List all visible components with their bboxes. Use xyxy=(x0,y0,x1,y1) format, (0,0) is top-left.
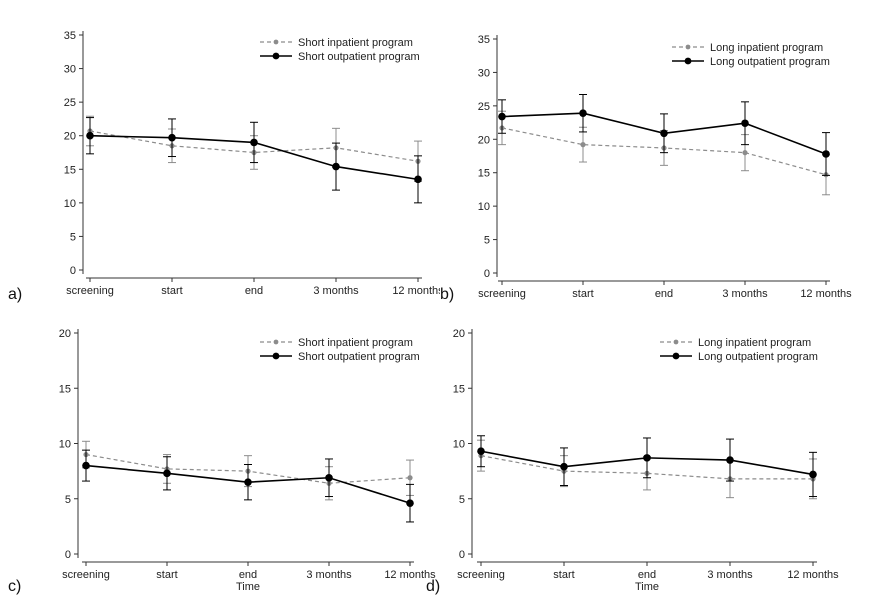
x-tick-label: 3 months xyxy=(707,569,753,581)
x-tick-label: start xyxy=(156,569,177,581)
y-tick-label: 5 xyxy=(484,235,490,247)
data-point xyxy=(477,447,485,456)
x-tick-label: 12 months xyxy=(800,288,852,300)
x-tick-label: 12 months xyxy=(384,569,436,581)
legend-label: Short outpatient program xyxy=(298,51,420,63)
data-point xyxy=(406,499,414,507)
data-point xyxy=(560,462,568,471)
chart-panel-c: 0 5 10 15 20 screening start end 3 months 12 mont… xyxy=(59,328,436,593)
x-tick-label: 12 months xyxy=(787,569,839,581)
legend-marker xyxy=(272,352,280,360)
x-tick-label: start xyxy=(572,288,593,300)
x-tick-label: 3 months xyxy=(722,288,768,300)
data-point xyxy=(643,454,651,462)
y-tick-label: 10 xyxy=(59,439,71,451)
data-point xyxy=(82,461,90,470)
legend-marker xyxy=(684,57,692,65)
legend-marker xyxy=(685,44,691,50)
chart-panel-d: 0 5 10 15 20 screening start end 3 months 12 mont… xyxy=(453,328,839,593)
series-line-inpatient xyxy=(480,455,813,480)
data-point xyxy=(250,138,258,147)
data-point xyxy=(580,142,586,148)
x-tick-label: end xyxy=(638,569,656,581)
chart-panel-b: 0 5 10 15 20 25 30 35 screening start end 3 months 1… xyxy=(478,34,852,300)
y-tick-label: 20 xyxy=(59,328,71,340)
data-point xyxy=(579,109,587,118)
y-tick-label: 0 xyxy=(459,549,465,561)
data-point xyxy=(86,131,94,140)
y-tick-label: 20 xyxy=(453,328,465,340)
x-tick-label: end xyxy=(239,569,257,581)
data-point xyxy=(407,475,413,481)
y-tick-label: 20 xyxy=(478,134,490,146)
y-tick-label: 35 xyxy=(64,30,76,42)
y-tick-label: 15 xyxy=(64,164,76,176)
legend-label: Long inpatient program xyxy=(710,42,823,54)
legend-marker xyxy=(273,39,279,45)
x-tick-label: end xyxy=(655,288,673,300)
y-tick-label: 15 xyxy=(453,383,465,395)
legend-label: Long outpatient program xyxy=(710,56,830,68)
legend-marker xyxy=(273,339,279,345)
data-point xyxy=(163,469,171,478)
x-axis-title: Time xyxy=(635,581,659,593)
series-line-inpatient xyxy=(89,130,419,162)
data-point xyxy=(660,129,668,138)
panel-label-a: a) xyxy=(8,286,23,303)
x-tick-label: 3 months xyxy=(306,569,352,581)
y-tick-label: 5 xyxy=(70,231,76,243)
data-point xyxy=(741,119,749,128)
y-tick-label: 5 xyxy=(459,494,465,506)
y-tick-label: 15 xyxy=(478,168,490,180)
y-tick-label: 25 xyxy=(478,101,490,113)
x-tick-label: start xyxy=(161,285,182,297)
legend-marker xyxy=(672,352,680,360)
legend-label: Short inpatient program xyxy=(298,337,413,349)
y-tick-label: 0 xyxy=(70,265,76,277)
y-tick-label: 10 xyxy=(453,439,465,451)
legend-label: Long outpatient program xyxy=(698,351,818,363)
legend-label: Long inpatient program xyxy=(698,337,811,349)
x-axis-title: Time xyxy=(236,581,260,593)
y-tick-label: 0 xyxy=(65,549,71,561)
data-point xyxy=(244,478,252,486)
data-point xyxy=(414,175,422,184)
y-tick-label: 30 xyxy=(64,64,76,76)
y-tick-label: 0 xyxy=(484,268,490,280)
y-tick-label: 15 xyxy=(59,383,71,395)
x-tick-label: 12 months xyxy=(392,285,440,297)
y-tick-label: 20 xyxy=(64,131,76,143)
panel-label-c: c) xyxy=(8,578,22,595)
x-tick-label: screening xyxy=(478,288,526,300)
legend-label: Short inpatient program xyxy=(298,37,413,49)
x-tick-label: screening xyxy=(62,569,110,581)
data-point xyxy=(325,473,333,482)
x-tick-label: screening xyxy=(66,285,114,297)
chart-panel-a: 0 5 10 15 20 25 30 35 screening start end 3 months 1… xyxy=(64,30,440,297)
data-point xyxy=(332,162,340,171)
data-point xyxy=(498,112,506,121)
x-tick-label: 3 months xyxy=(313,285,359,297)
legend-marker xyxy=(673,339,679,345)
x-tick-label: end xyxy=(245,285,263,297)
y-tick-label: 10 xyxy=(64,198,76,210)
y-tick-label: 25 xyxy=(64,97,76,109)
y-tick-label: 35 xyxy=(478,34,490,46)
x-tick-label: start xyxy=(553,569,574,581)
data-point xyxy=(809,470,817,479)
legend-marker xyxy=(272,52,280,60)
data-point xyxy=(742,150,748,156)
legend-label: Short outpatient program xyxy=(298,351,420,363)
data-point xyxy=(168,133,176,142)
y-tick-label: 5 xyxy=(65,494,71,506)
panel-label-d: d) xyxy=(426,578,441,595)
data-point xyxy=(726,456,734,464)
y-tick-label: 10 xyxy=(478,201,490,213)
x-tick-label: screening xyxy=(457,569,505,581)
panel-label-b: b) xyxy=(440,286,455,303)
data-point xyxy=(822,150,830,158)
y-tick-label: 30 xyxy=(478,67,490,79)
